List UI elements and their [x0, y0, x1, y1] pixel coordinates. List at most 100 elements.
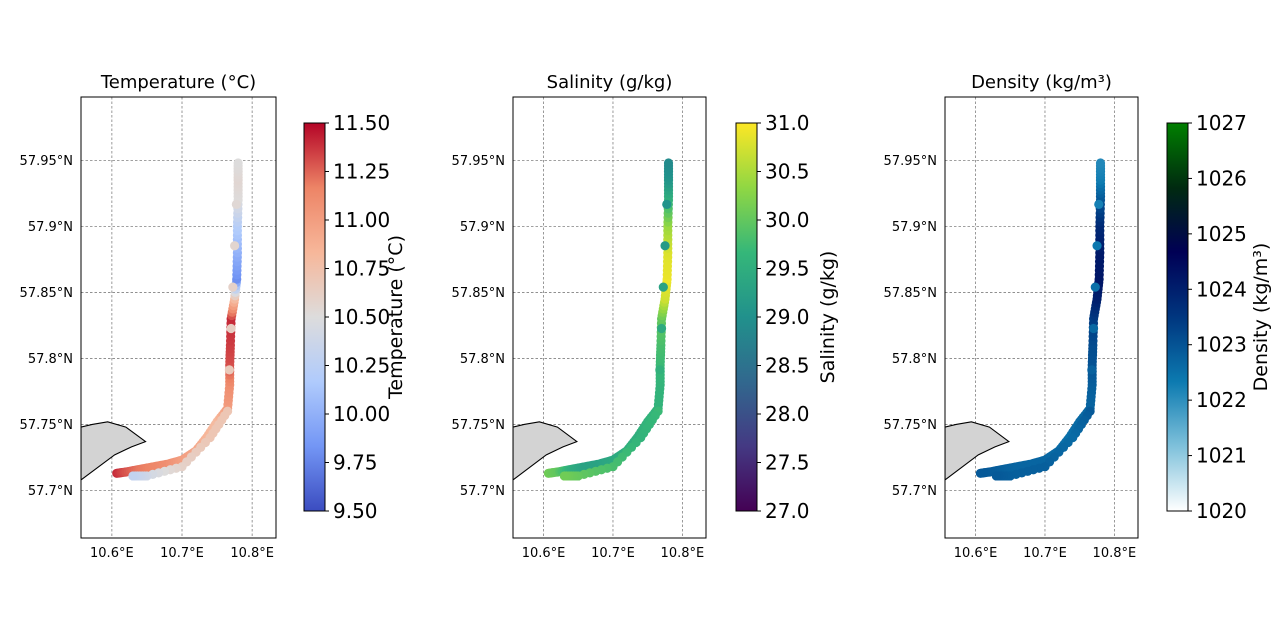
axes-frame — [944, 96, 1139, 539]
x-tick-label: 10.8°E — [230, 546, 274, 561]
panel-title: Salinity (g/kg) — [547, 72, 673, 93]
y-tick-label: 57.9°N — [460, 220, 505, 235]
colorbar: 9.50 9.75 10.00 10.25 10.50 10.75 11.00 11.25 11… — [303, 111, 407, 523]
colorbar-tick-label: 1024 — [1196, 277, 1247, 301]
colorbar-label: Density (kg/m³) — [1250, 243, 1272, 392]
track-point — [663, 158, 674, 168]
x-tick-label: 10.6°E — [954, 546, 998, 561]
colorbar-tick-label: 11.25 — [333, 160, 390, 184]
track-point — [1094, 199, 1104, 209]
colorbar-tick-label: 9.50 — [333, 499, 378, 523]
colorbar-label: Salinity (g/kg) — [817, 251, 839, 384]
y-tick-label: 57.7°N — [460, 484, 505, 499]
colorbar-tick-label: 27.0 — [765, 499, 810, 523]
track-points — [543, 158, 674, 481]
colorbar-tick-label: 29.0 — [765, 305, 810, 329]
y-tick-label: 57.8°N — [892, 352, 937, 367]
track-points — [112, 158, 243, 481]
colorbar-gradient — [735, 122, 758, 512]
y-tick-label: 57.95°N — [884, 154, 937, 169]
x-tick-label: 10.7°E — [591, 546, 635, 561]
y-tick-label: 57.95°N — [452, 154, 505, 169]
land-polygon — [513, 421, 579, 481]
x-tick-label: 10.7°E — [160, 546, 204, 561]
track-point — [991, 471, 1001, 481]
colorbar: 27.0 27.5 28.0 28.5 29.0 29.5 30.0 30.5 31.0 Sali… — [735, 111, 839, 523]
track-point — [233, 158, 243, 168]
colorbar-tick-label: 30.0 — [765, 208, 810, 232]
colorbar: 1020 1021 1022 1023 1024 1025 1026 1027 Density … — [1166, 111, 1272, 523]
track-points — [975, 158, 1106, 481]
x-tick-label: 10.6°E — [90, 546, 134, 561]
colorbar-tick-label: 1026 — [1196, 166, 1247, 190]
panel-temperature: 10.6°E 10.7°E 10.8°E 57.7°N 57.75°N 57.8°N 57.… — [20, 72, 407, 561]
colorbar-tick-label: 11.50 — [333, 111, 390, 135]
x-tick-label: 10.8°E — [661, 546, 705, 561]
track-point — [231, 199, 241, 209]
x-tick-label: 10.7°E — [1023, 546, 1067, 561]
y-tick-label: 57.7°N — [892, 484, 937, 499]
colorbar-tick-label: 1023 — [1196, 333, 1247, 357]
colorbar-tick-label: 1022 — [1196, 388, 1247, 412]
track-point — [1092, 241, 1102, 251]
track-point — [224, 365, 234, 375]
y-tick-label: 57.75°N — [884, 418, 937, 433]
y-tick-label: 57.75°N — [452, 418, 505, 433]
colorbar-tick-label: 31.0 — [765, 111, 810, 135]
panel-title: Temperature (°C) — [100, 72, 256, 93]
x-tick-label: 10.6°E — [522, 546, 566, 561]
y-tick-label: 57.95°N — [20, 154, 73, 169]
colorbar-tick-label: 10.50 — [333, 305, 390, 329]
y-tick-label: 57.8°N — [460, 352, 505, 367]
colorbar-tick-label: 30.5 — [765, 160, 810, 184]
track-point — [128, 471, 138, 481]
gridlines — [945, 97, 1138, 538]
colorbar-tick-label: 10.25 — [333, 354, 390, 378]
track-point — [660, 241, 670, 251]
y-tick-label: 57.85°N — [884, 286, 937, 301]
y-tick-label: 57.85°N — [20, 286, 73, 301]
track-point — [662, 199, 672, 209]
axes-frame — [512, 96, 707, 539]
track-point — [226, 323, 236, 334]
colorbar-tick-label: 1021 — [1196, 444, 1247, 468]
track-point — [559, 471, 569, 481]
x-tick-label: 10.8°E — [1093, 546, 1137, 561]
track-point — [1090, 282, 1100, 292]
track-point — [1095, 158, 1106, 168]
colorbar-tick-label: 1027 — [1196, 111, 1247, 135]
gridlines — [81, 97, 276, 538]
track-point — [655, 365, 665, 375]
colorbar-tick-label: 29.5 — [765, 257, 810, 281]
track-point — [228, 282, 238, 292]
colorbar-tick-label: 9.75 — [333, 451, 378, 475]
y-tick-label: 57.75°N — [20, 418, 73, 433]
track-point — [1087, 365, 1097, 375]
axes-frame — [80, 96, 277, 539]
y-tick-label: 57.8°N — [28, 352, 73, 367]
y-tick-label: 57.85°N — [452, 286, 505, 301]
colorbar-gradient — [1166, 122, 1189, 512]
colorbar-tick-label: 10.75 — [333, 257, 390, 281]
colorbar-tick-label: 11.00 — [333, 208, 390, 232]
colorbar-gradient — [303, 122, 326, 512]
colorbar-label: Temperature (°C) — [385, 235, 407, 400]
colorbar-tick-label: 1020 — [1196, 499, 1247, 523]
track-point — [230, 241, 240, 251]
y-tick-label: 57.9°N — [892, 220, 937, 235]
colorbar-tick-label: 1025 — [1196, 222, 1247, 246]
track-point — [656, 323, 667, 334]
colorbar-tick-label: 28.5 — [765, 354, 810, 378]
colorbar-tick-label: 10.00 — [333, 402, 390, 426]
y-tick-label: 57.9°N — [28, 220, 73, 235]
track-point — [658, 282, 668, 292]
land-polygon — [945, 421, 1011, 481]
panel-salinity: 10.6°E 10.7°E 10.8°E 57.7°N 57.75°N 57.8°N 57.… — [452, 72, 839, 561]
colorbar-tick-label: 27.5 — [765, 451, 810, 475]
panel-density: 10.6°E 10.7°E 10.8°E 57.7°N 57.75°N 57.8°N 57.… — [884, 72, 1272, 561]
panel-title: Density (kg/m³) — [971, 72, 1112, 93]
y-tick-label: 57.7°N — [28, 484, 73, 499]
colorbar-tick-label: 28.0 — [765, 402, 810, 426]
track-point — [1088, 323, 1099, 334]
